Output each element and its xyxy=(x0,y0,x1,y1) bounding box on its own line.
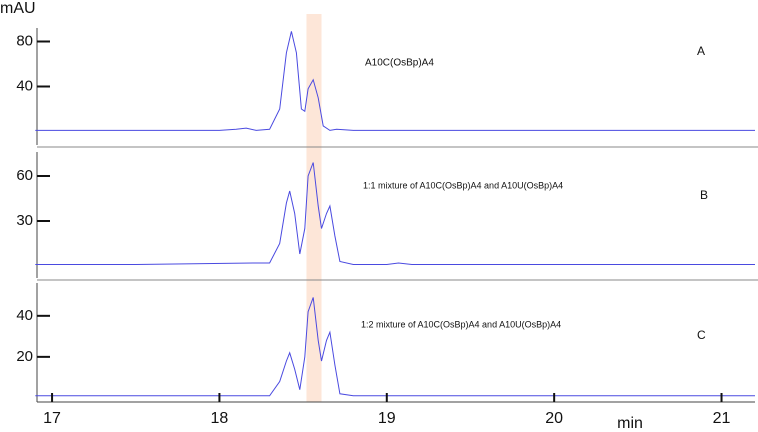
y-tick-label: 60 xyxy=(16,167,33,184)
annotation: C xyxy=(697,328,706,342)
annotation: B xyxy=(700,188,708,202)
x-tick-label: 17 xyxy=(43,410,61,427)
annotation: A xyxy=(697,44,705,58)
highlight-band xyxy=(306,14,322,402)
y-tick-label: 40 xyxy=(16,77,33,94)
y-tick-label: 40 xyxy=(16,307,33,324)
trace xyxy=(35,297,755,397)
x-tick-label: 21 xyxy=(713,410,731,427)
y-tick-label: 30 xyxy=(16,212,33,229)
y-tick-label: 80 xyxy=(16,32,33,49)
trace xyxy=(35,31,755,131)
trace xyxy=(35,162,755,265)
x-tick-label: 20 xyxy=(545,410,563,427)
annotation: 1:1 mixture of A10C(OsBp)A4 and A10U(OsB… xyxy=(363,180,563,190)
annotation: A10C(OsBp)A4 xyxy=(365,58,434,69)
annotation: 1:2 mixture of A10C(OsBp)A4 and A10U(OsB… xyxy=(361,319,561,329)
x-tick-label: 19 xyxy=(378,410,396,427)
x-axis-label: min xyxy=(617,415,643,432)
y-axis-label: mAU xyxy=(0,0,36,17)
x-tick-label: 18 xyxy=(211,410,229,427)
y-tick-label: 20 xyxy=(16,348,33,365)
